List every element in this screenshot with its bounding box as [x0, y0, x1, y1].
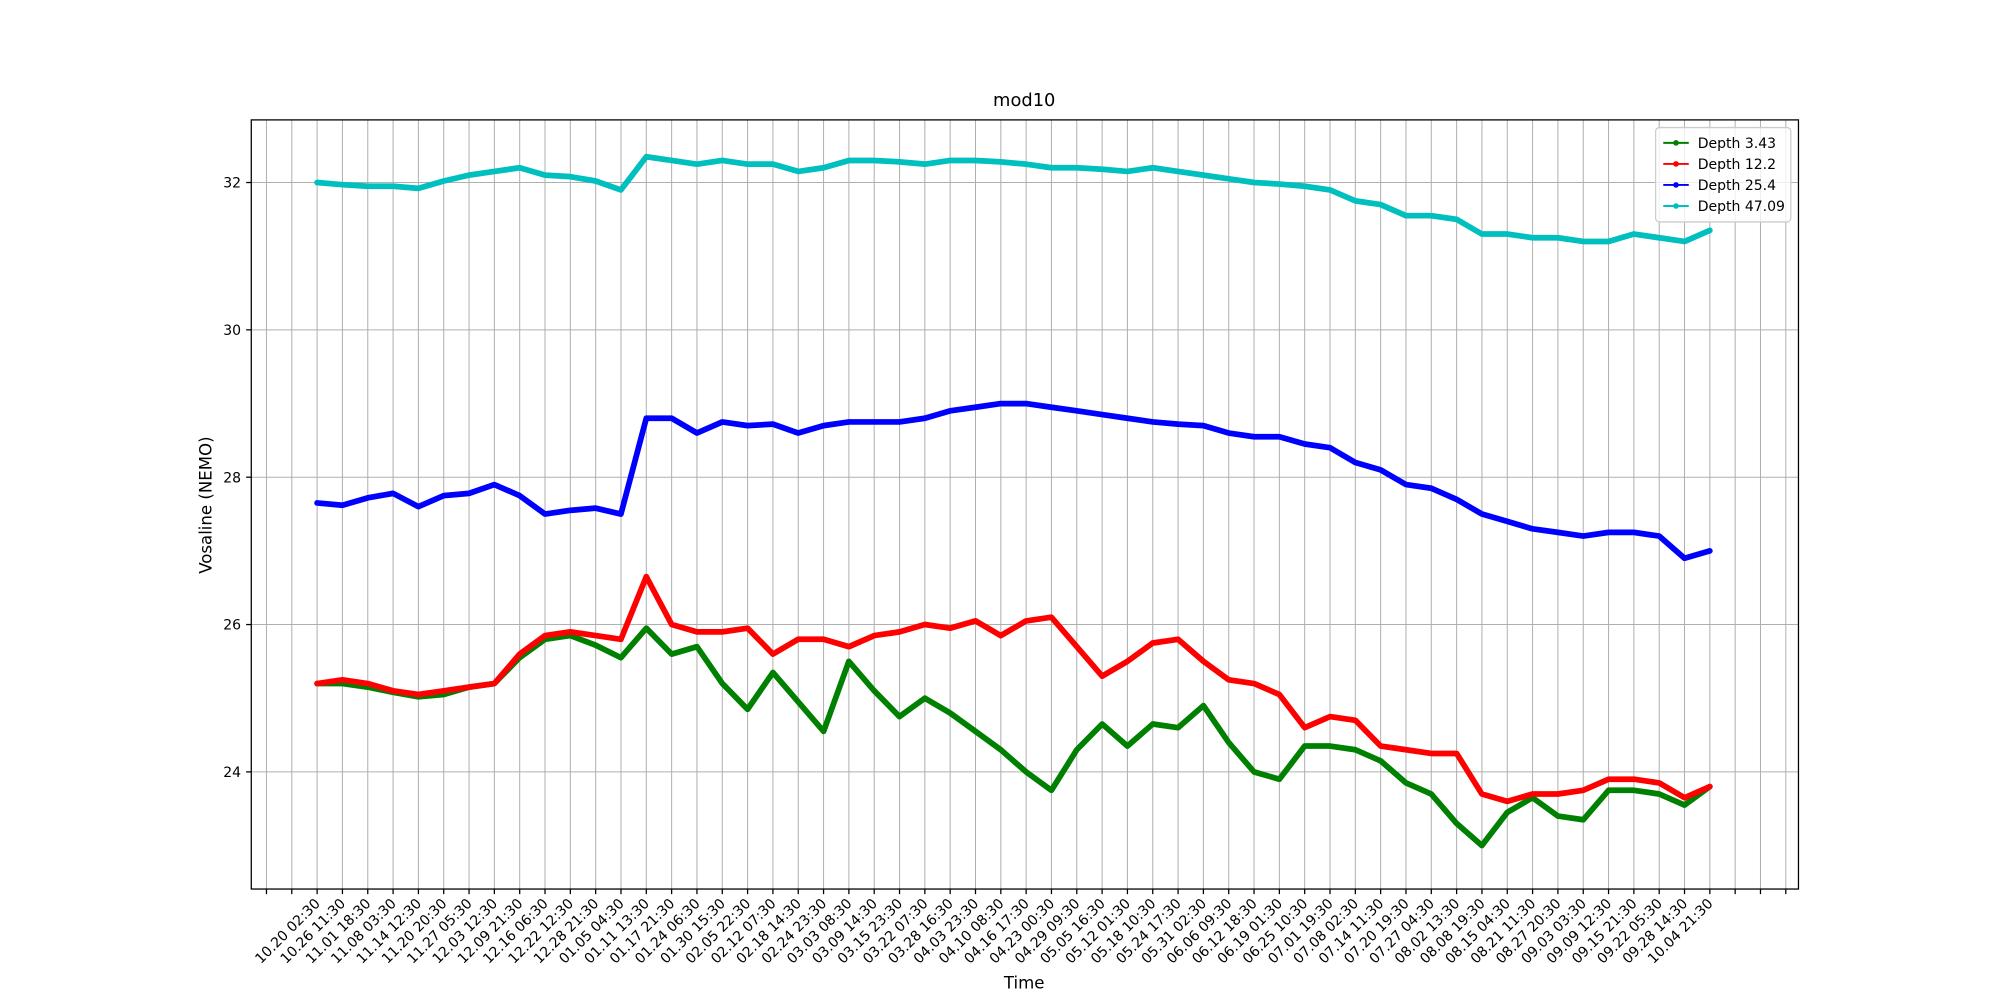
legend: Depth 3.43 Depth 12.2 Depth 25.4 Depth 47.0…: [1654, 126, 1792, 223]
series-line: [314, 400, 1713, 562]
series-line: [314, 153, 1713, 245]
legend-label: Depth 47.09: [1698, 199, 1785, 215]
y-tick-label: 26: [223, 618, 241, 634]
x-axis-label: Time: [1003, 974, 1045, 993]
plot-frame: [250, 119, 1800, 890]
series-line: [314, 625, 1713, 849]
y-axis-label: Vosaline (NEMO): [197, 436, 216, 573]
legend-label: Depth 12.2: [1698, 157, 1776, 173]
y-tick-label: 32: [223, 176, 241, 192]
legend-box: [1654, 126, 1792, 223]
y-tick-label: 28: [223, 470, 241, 486]
y-tick-label: 30: [223, 323, 241, 339]
legend-marker: [1673, 182, 1679, 188]
legend-marker: [1673, 140, 1679, 146]
legend-marker: [1673, 161, 1679, 167]
series-line: [314, 573, 1713, 805]
legend-marker: [1673, 203, 1679, 209]
grid: [251, 119, 1799, 890]
y-tick-label: 24: [223, 765, 241, 781]
chart-title: mod10: [993, 90, 1055, 111]
legend-label: Depth 25.4: [1698, 178, 1776, 194]
legend-label: Depth 3.43: [1698, 136, 1776, 152]
